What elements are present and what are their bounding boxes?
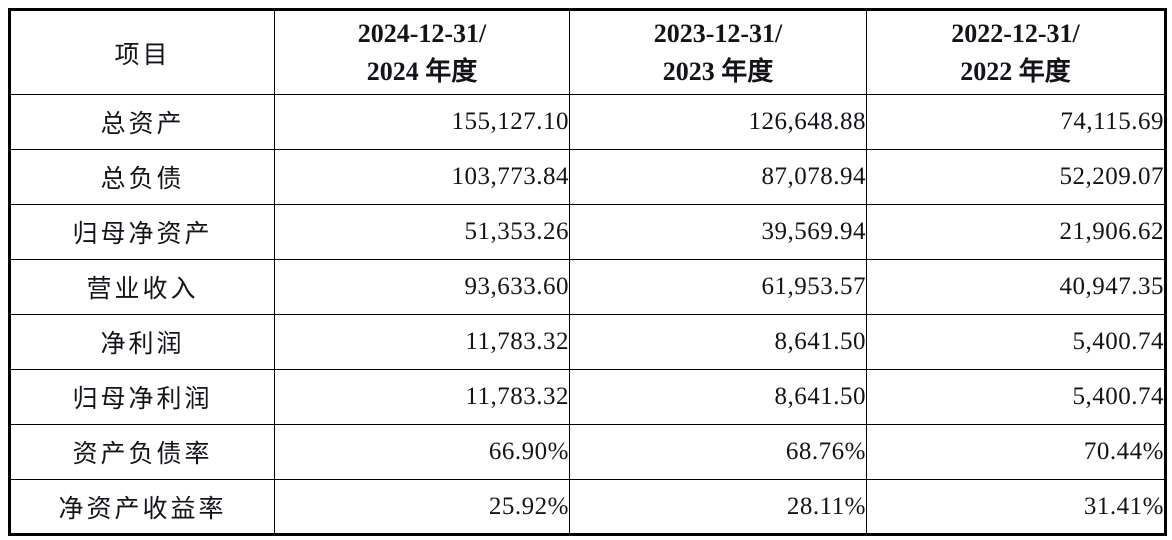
row-value-2024: 11,783.32 [274,314,570,370]
table-row-debt-to-asset-ratio: 资产负债率 66.90% 68.76% 70.44% [9,424,1166,480]
row-value-2022: 74,115.69 [866,94,1166,150]
row-value-2022: 31.41% [866,479,1166,535]
row-value-2023: 8,641.50 [569,314,867,370]
row-value-2024: 155,127.10 [274,94,570,150]
row-label: 资产负债率 [9,424,275,480]
header-period-2024-year: 2024 年度 [366,56,478,86]
row-value-2023: 87,078.94 [569,149,867,205]
row-value-2024: 103,773.84 [274,149,570,205]
row-value-2024: 93,633.60 [274,259,570,315]
row-value-2024: 11,783.32 [274,369,570,425]
financial-summary-table: 项目 2024-12-31/ 2024 年度 2023-12-31/ 2023 … [8,8,1167,536]
row-value-2022: 21,906.62 [866,204,1166,260]
row-label: 净资产收益率 [9,479,275,535]
row-label: 归母净利润 [9,369,275,425]
header-period-2024: 2024-12-31/ 2024 年度 [274,9,570,95]
row-label: 营业收入 [9,259,275,315]
header-item-label: 项目 [9,9,275,95]
row-value-2022: 40,947.35 [866,259,1166,315]
header-period-2024-date: 2024-12-31/ [357,18,487,48]
row-value-2024: 25.92% [274,479,570,535]
row-value-2024: 66.90% [274,424,570,480]
table-row-return-on-equity: 净资产收益率 25.92% 28.11% 31.41% [9,479,1166,535]
row-value-2023: 8,641.50 [569,369,867,425]
row-value-2023: 68.76% [569,424,867,480]
table-row-net-profit-attributable: 归母净利润 11,783.32 8,641.50 5,400.74 [9,369,1166,425]
header-row: 项目 2024-12-31/ 2024 年度 2023-12-31/ 2023 … [9,9,1166,95]
table-row-total-liabilities: 总负债 103,773.84 87,078.94 52,209.07 [9,149,1166,205]
row-label: 总资产 [9,94,275,150]
row-value-2023: 126,648.88 [569,94,867,150]
row-label: 总负债 [9,149,275,205]
row-label: 归母净资产 [9,204,275,260]
row-value-2022: 70.44% [866,424,1166,480]
table-row-operating-revenue: 营业收入 93,633.60 61,953.57 40,947.35 [9,259,1166,315]
row-value-2023: 39,569.94 [569,204,867,260]
row-value-2022: 52,209.07 [866,149,1166,205]
row-value-2023: 61,953.57 [569,259,867,315]
table-row-net-profit: 净利润 11,783.32 8,641.50 5,400.74 [9,314,1166,370]
header-period-2023-year: 2023 年度 [662,56,774,86]
header-period-2023: 2023-12-31/ 2023 年度 [569,9,867,95]
table-row-total-assets: 总资产 155,127.10 126,648.88 74,115.69 [9,94,1166,150]
header-period-2023-date: 2023-12-31/ [653,18,783,48]
table-row-net-assets-attributable: 归母净资产 51,353.26 39,569.94 21,906.62 [9,204,1166,260]
row-value-2022: 5,400.74 [866,314,1166,370]
row-value-2022: 5,400.74 [866,369,1166,425]
header-period-2022-year: 2022 年度 [960,56,1071,86]
row-label: 净利润 [9,314,275,370]
row-value-2023: 28.11% [569,479,867,535]
row-value-2024: 51,353.26 [274,204,570,260]
header-period-2022: 2022-12-31/ 2022 年度 [866,9,1166,95]
header-period-2022-date: 2022-12-31/ [951,18,1080,48]
